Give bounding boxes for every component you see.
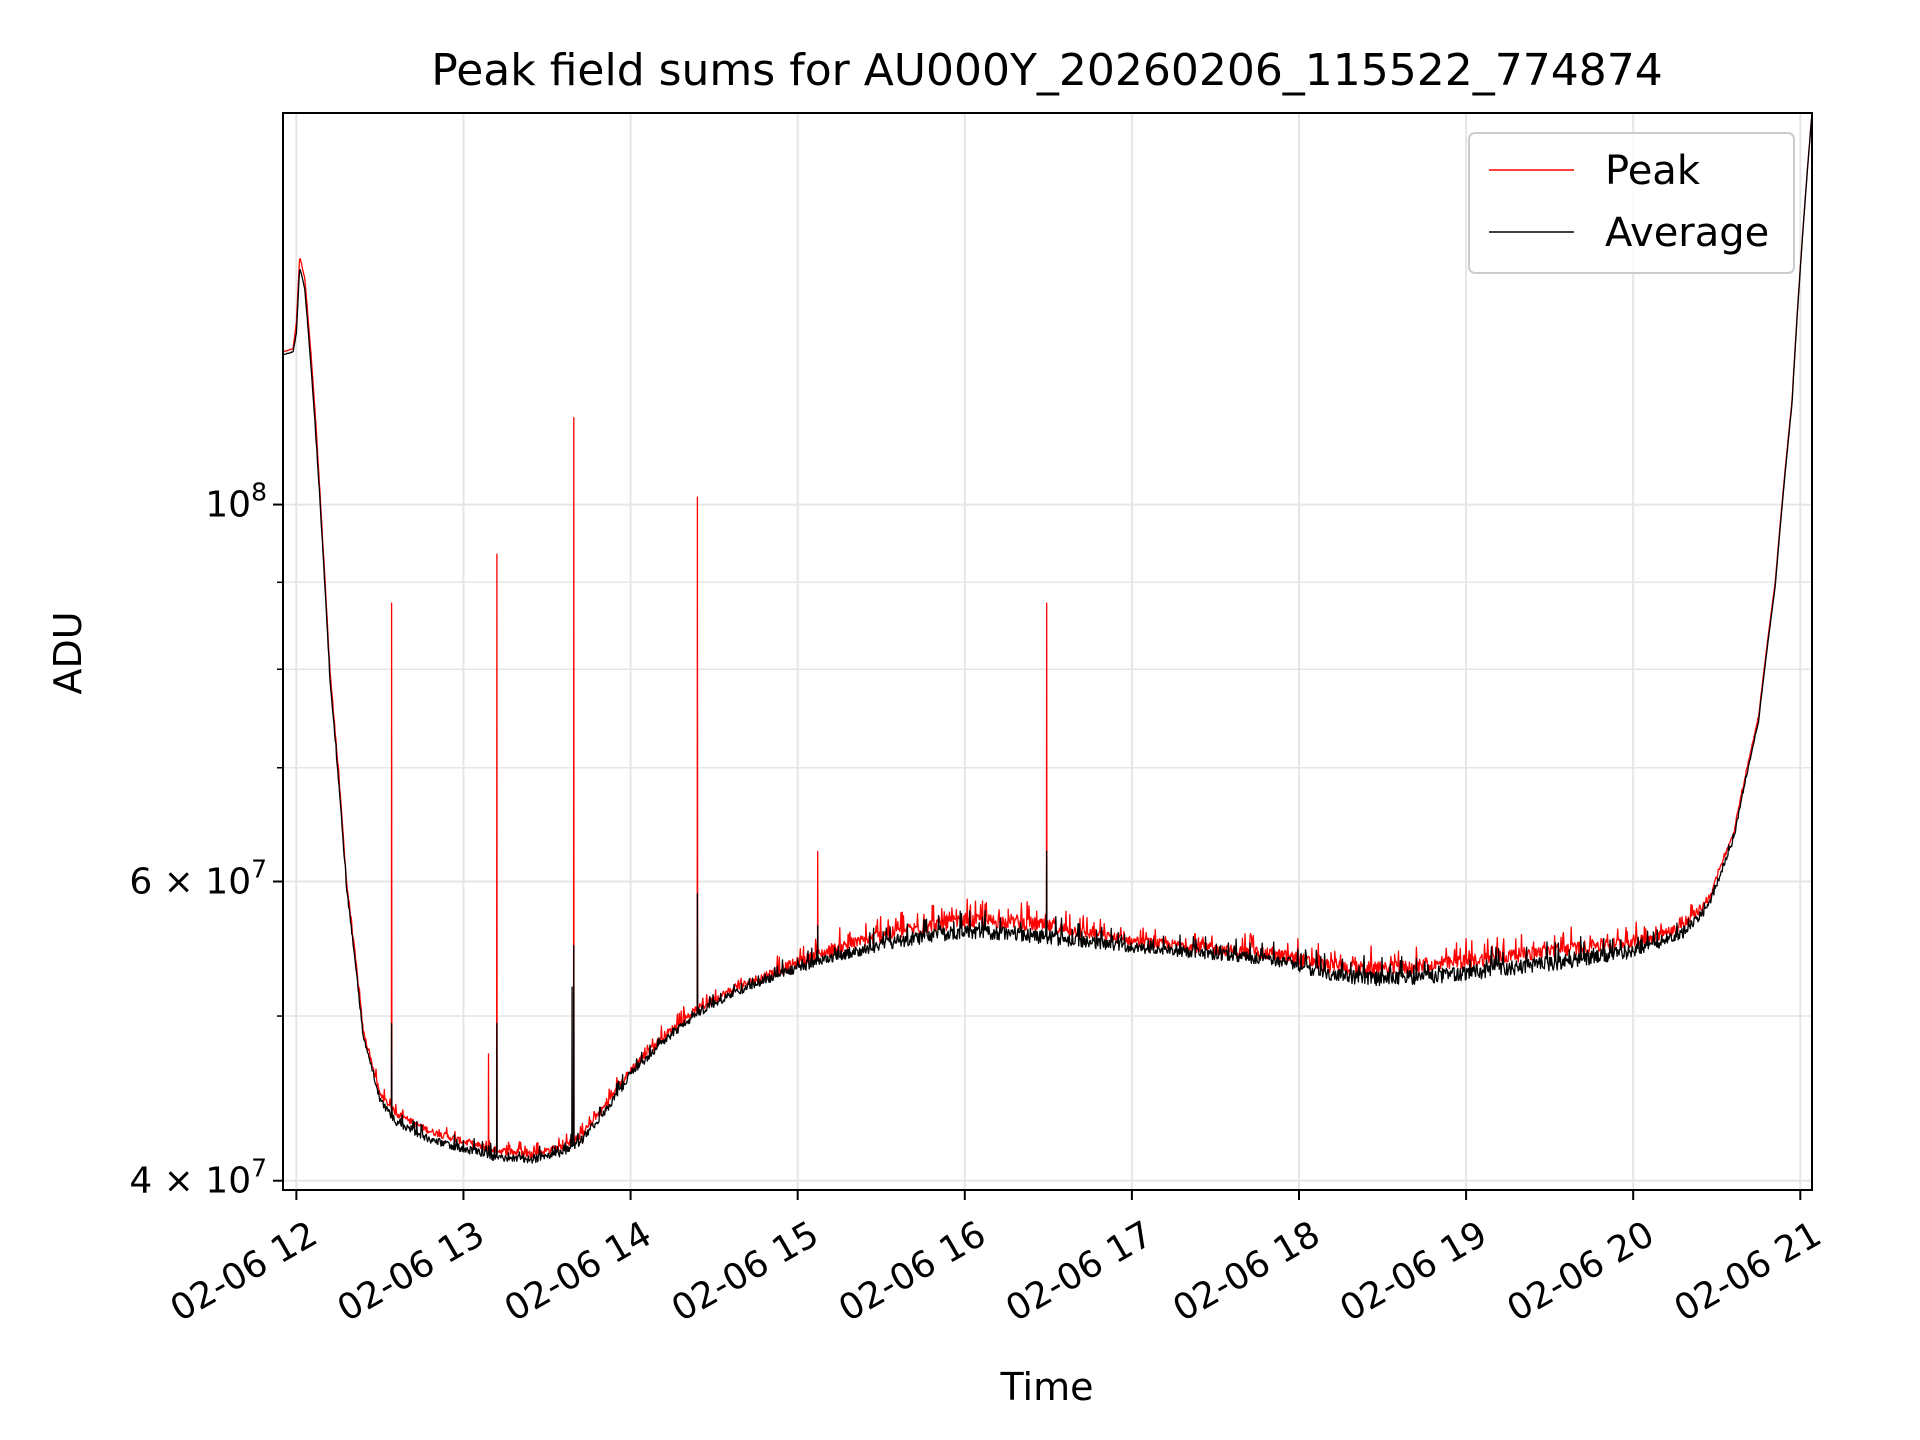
series-line-peak xyxy=(282,112,1813,1159)
gridlines xyxy=(283,113,1812,1190)
x-axis-label: Time xyxy=(1000,1365,1094,1409)
y-axis: 4 × 107 6 × 107 108 xyxy=(129,478,283,1202)
legend-peak-label: Peak xyxy=(1605,148,1701,194)
y-tick-label: 4 × 107 xyxy=(129,1154,267,1202)
series-line-average xyxy=(282,112,1813,1164)
chart-title: Peak field sums for AU000Y_20260206_1155… xyxy=(431,45,1663,96)
series-layer xyxy=(282,112,1813,1164)
y-tick-label: 6 × 107 xyxy=(129,855,267,903)
legend-average-label: Average xyxy=(1605,210,1769,256)
legend: Peak Average xyxy=(1468,132,1795,274)
y-axis-label: ADU xyxy=(46,611,90,694)
plot-area-frame xyxy=(282,112,1813,1191)
y-tick-label: 108 xyxy=(205,478,267,526)
legend-box xyxy=(1468,132,1795,274)
